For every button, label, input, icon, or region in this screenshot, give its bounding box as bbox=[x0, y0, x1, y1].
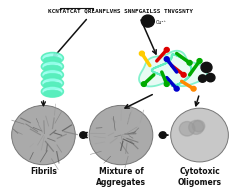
Ellipse shape bbox=[44, 82, 61, 88]
Circle shape bbox=[141, 82, 146, 86]
Text: Cu²⁺: Cu²⁺ bbox=[156, 19, 167, 25]
Circle shape bbox=[179, 122, 195, 136]
Text: Fibrils: Fibrils bbox=[30, 167, 57, 177]
Text: Mixture of
Aggregates: Mixture of Aggregates bbox=[96, 167, 146, 187]
Circle shape bbox=[192, 120, 205, 132]
Circle shape bbox=[164, 47, 169, 52]
Ellipse shape bbox=[41, 86, 63, 97]
Circle shape bbox=[12, 105, 75, 165]
Ellipse shape bbox=[44, 74, 61, 80]
Ellipse shape bbox=[41, 61, 63, 72]
Ellipse shape bbox=[44, 65, 61, 72]
Circle shape bbox=[159, 132, 166, 138]
Circle shape bbox=[206, 74, 215, 82]
Circle shape bbox=[174, 86, 179, 91]
Circle shape bbox=[189, 120, 204, 134]
Circle shape bbox=[187, 60, 192, 65]
Ellipse shape bbox=[44, 57, 61, 63]
Polygon shape bbox=[139, 51, 207, 86]
Circle shape bbox=[197, 59, 202, 63]
Circle shape bbox=[164, 82, 169, 86]
Text: KCNTATCAT QRLANFLVHS SNNFGAILSS TNVGSNTY: KCNTATCAT QRLANFLVHS SNNFGAILSS TNVGSNTY bbox=[48, 8, 194, 13]
Circle shape bbox=[141, 15, 154, 27]
Circle shape bbox=[191, 86, 196, 91]
Circle shape bbox=[171, 108, 228, 162]
Circle shape bbox=[80, 132, 87, 138]
Circle shape bbox=[181, 73, 186, 77]
Ellipse shape bbox=[41, 53, 63, 64]
Ellipse shape bbox=[41, 69, 63, 80]
Ellipse shape bbox=[44, 90, 61, 97]
Ellipse shape bbox=[41, 78, 63, 89]
Circle shape bbox=[164, 57, 169, 61]
Circle shape bbox=[89, 105, 153, 165]
Text: Cytotoxic
Oligomers: Cytotoxic Oligomers bbox=[178, 167, 221, 187]
Circle shape bbox=[139, 51, 144, 56]
Circle shape bbox=[201, 62, 212, 73]
Circle shape bbox=[198, 75, 206, 82]
